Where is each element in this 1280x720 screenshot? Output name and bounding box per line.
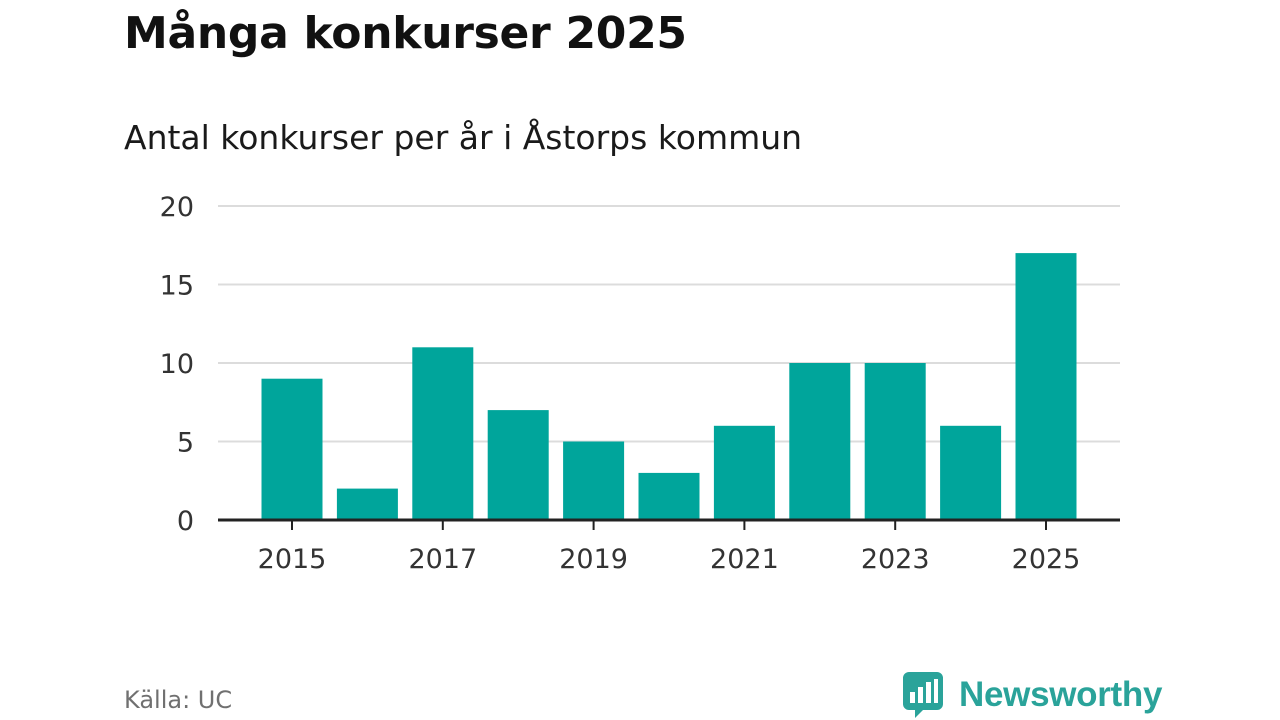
newsworthy-logo-icon	[903, 672, 943, 718]
x-tick-label: 2017	[408, 544, 477, 575]
bar-2017	[412, 347, 474, 520]
y-tick-label: 10	[160, 349, 194, 380]
bar-2018	[487, 410, 549, 520]
y-tick-label: 20	[160, 192, 194, 223]
x-tick-label: 2023	[861, 544, 930, 575]
bar-2020	[638, 472, 700, 520]
bar-2022	[789, 363, 851, 520]
source-note: Källa: UC	[124, 686, 233, 714]
y-tick-label: 15	[160, 271, 194, 302]
x-tick-label: 2015	[258, 544, 327, 575]
bar-2024	[940, 425, 1002, 520]
bar-2021	[713, 425, 775, 520]
chart-subtitle: Antal konkurser per år i Åstorps kommun	[124, 118, 803, 157]
x-tick-label: 2021	[710, 544, 779, 575]
bar-2025	[1015, 253, 1077, 520]
y-tick-label: 5	[177, 428, 194, 459]
chart-title: Många konkurser 2025	[124, 8, 687, 59]
y-tick-label: 0	[177, 506, 194, 537]
x-tick-label: 2019	[559, 544, 628, 575]
bar-2016	[336, 488, 398, 520]
bar-chart: 0 5 10 15 20 2015 2017 2019 2021 2023 2025	[160, 192, 1120, 575]
brand-name: Newsworthy	[959, 675, 1163, 714]
bar-2015	[261, 378, 323, 520]
brand-logo: Newsworthy	[903, 672, 1162, 718]
bar-2019	[563, 441, 625, 520]
x-tick-label: 2025	[1012, 544, 1081, 575]
bar-2023	[864, 363, 926, 520]
